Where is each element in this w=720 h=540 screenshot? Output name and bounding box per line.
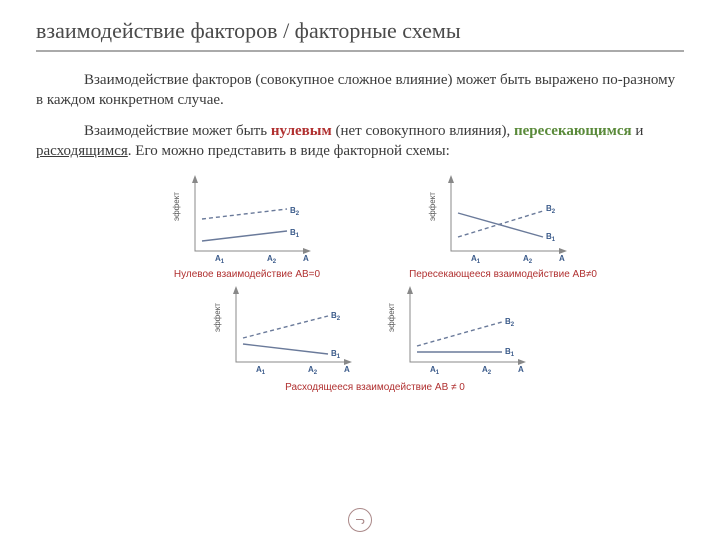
footer-logo-icon: ᓓ <box>348 508 372 532</box>
svg-text:A1: A1 <box>471 254 481 265</box>
caption-cross: Пересекающееся взаимодействие AB≠0 <box>382 269 624 280</box>
svg-text:B2: B2 <box>546 204 556 215</box>
p2c: и <box>632 123 644 139</box>
svg-text:A2: A2 <box>523 254 533 265</box>
svg-text:B1: B1 <box>290 228 300 239</box>
p1-text: Взаимодействие факторов (совокупное слож… <box>36 72 675 108</box>
svg-text:эффект: эффект <box>172 192 181 221</box>
svg-text:A: A <box>559 254 565 263</box>
svg-text:A2: A2 <box>267 254 277 265</box>
caption-diverge-wrap: Расходящееся взаимодействие AB ≠ 0 <box>126 380 624 393</box>
chart-cross-svg: эффект A A1 A2 B1 B2 <box>423 171 583 267</box>
svg-text:эффект: эффект <box>428 192 437 221</box>
svg-text:B2: B2 <box>331 311 341 322</box>
keyword-diverge: расходящимся <box>36 143 128 159</box>
svg-text:A: A <box>518 365 524 374</box>
chart-div2-svg: эффект A A1 A2 B1 B2 <box>382 282 542 378</box>
svg-text:A2: A2 <box>308 365 318 376</box>
svg-text:B1: B1 <box>331 349 341 360</box>
svg-text:эффект: эффект <box>213 303 222 332</box>
caption-diverge: Расходящееся взаимодействие AB ≠ 0 <box>126 382 624 393</box>
svg-text:B1: B1 <box>546 232 556 243</box>
svg-text:A1: A1 <box>430 365 440 376</box>
chart-div1-svg: эффект A A1 A2 B1 B2 <box>208 282 368 378</box>
svg-text:эффект: эффект <box>387 303 396 332</box>
chart-null: эффект A A1 A2 B1 B2 Нулевое взаимодейст… <box>126 171 368 280</box>
keyword-null: нулевым <box>271 123 332 139</box>
paragraph-1: Взаимодействие факторов (совокупное слож… <box>36 70 684 111</box>
svg-text:B1: B1 <box>505 347 515 358</box>
svg-text:A: A <box>303 254 309 263</box>
p2b: (нет совокупного влияния), <box>332 123 514 139</box>
p2a: Взаимодействие может быть <box>84 123 271 139</box>
svg-text:A1: A1 <box>256 365 266 376</box>
svg-text:A1: A1 <box>215 254 225 265</box>
paragraph-2: Взаимодействие может быть нулевым (нет с… <box>36 121 684 162</box>
slide-title: взаимодействие факторов / факторные схем… <box>36 18 684 52</box>
p2d: . Его можно представить в виде факторной… <box>128 143 450 159</box>
svg-text:B2: B2 <box>505 317 515 328</box>
charts-grid: эффект A A1 A2 B1 B2 Нулевое взаимодейст… <box>126 171 624 393</box>
chart-div2: эффект A A1 A2 B1 B2 <box>382 282 542 378</box>
svg-text:A: A <box>344 365 350 374</box>
chart-cross: эффект A A1 A2 B1 B2 Пересекающееся взаи… <box>382 171 624 280</box>
caption-null: Нулевое взаимодействие AB=0 <box>126 269 368 280</box>
chart-null-svg: эффект A A1 A2 B1 B2 <box>167 171 327 267</box>
chart-div1: эффект A A1 A2 B1 B2 <box>208 282 368 378</box>
svg-text:A2: A2 <box>482 365 492 376</box>
diverge-row: эффект A A1 A2 B1 B2 эффект A A1 <box>126 282 624 378</box>
keyword-cross: пересекающимся <box>514 123 632 139</box>
svg-text:B2: B2 <box>290 206 300 217</box>
